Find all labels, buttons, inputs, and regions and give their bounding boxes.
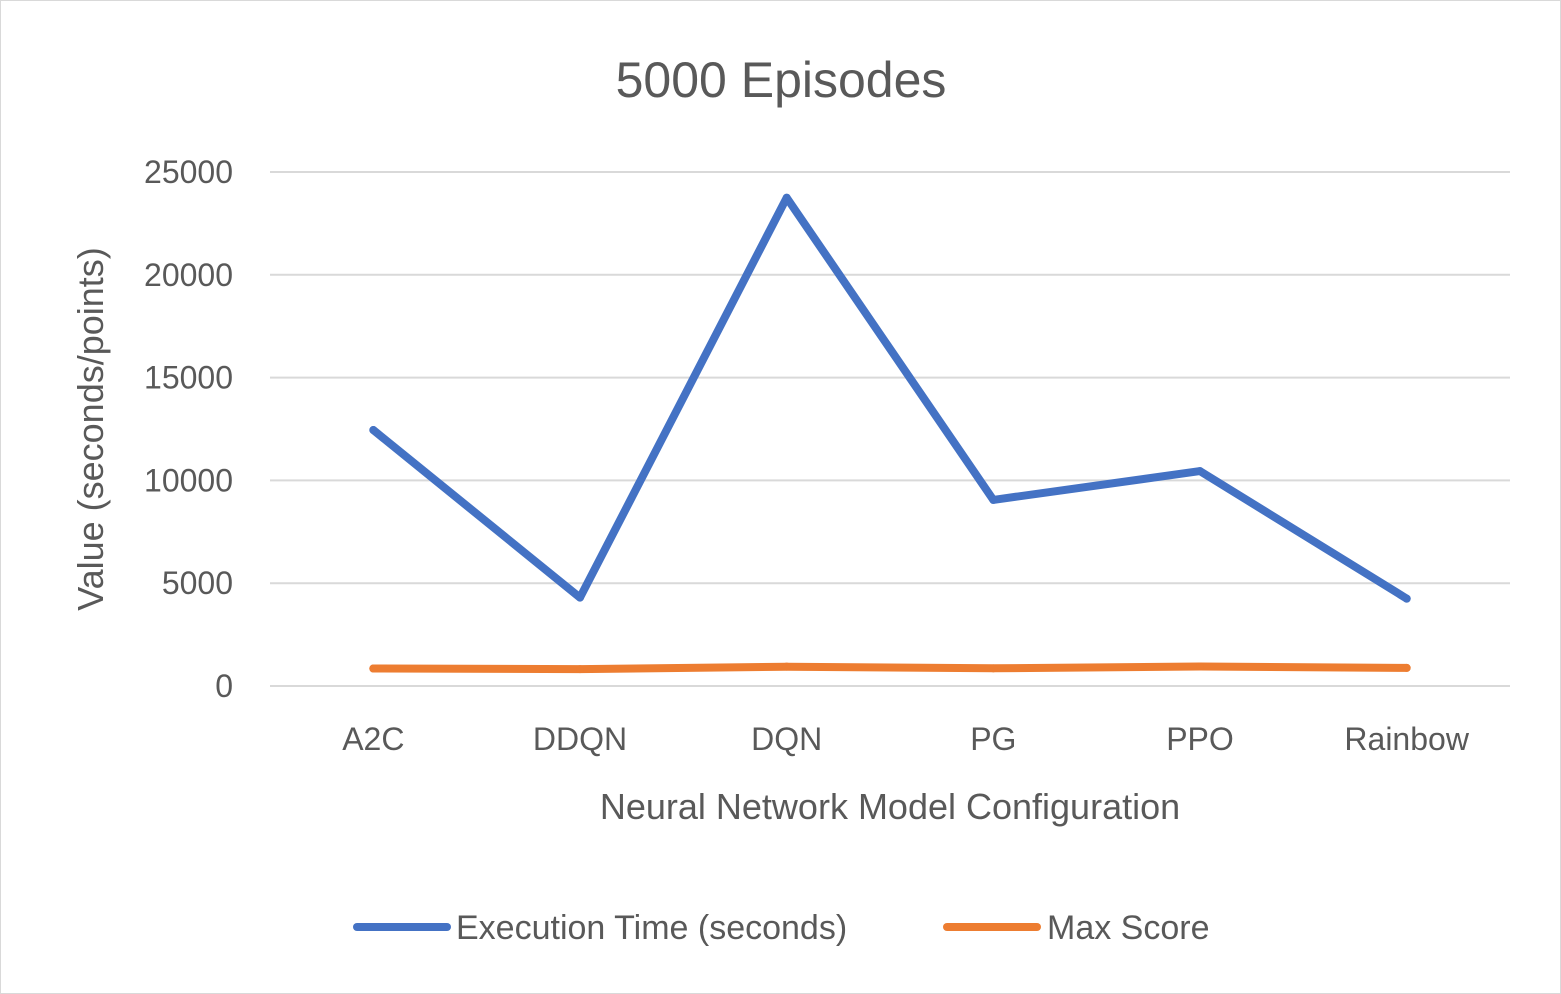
series-1 <box>369 193 1411 603</box>
series-line <box>369 662 1411 674</box>
y-tick-label: 5000 <box>162 565 233 601</box>
x-tick-label: DDQN <box>533 721 627 757</box>
data-point <box>1196 467 1204 476</box>
y-tick-label: 10000 <box>144 462 233 498</box>
x-tick-label: DQN <box>751 721 822 757</box>
data-point <box>1402 594 1411 603</box>
data-point <box>369 426 378 435</box>
data-point <box>1402 663 1411 672</box>
y-tick-label: 15000 <box>144 360 233 396</box>
y-axis-tick-labels: 0 5000 10000 15000 20000 25000 <box>144 154 233 704</box>
legend-item: Execution Time (seconds) <box>353 909 847 947</box>
legend: Execution Time (seconds) Max Score <box>353 909 1210 947</box>
chart-title: 5000 Episodes <box>616 52 947 108</box>
legend-label: Execution Time (seconds) <box>456 909 847 947</box>
legend-item: Max Score <box>943 909 1210 947</box>
data-point <box>369 664 378 673</box>
data-point <box>782 193 791 202</box>
data-point <box>989 664 998 673</box>
y-tick-label: 20000 <box>144 257 233 293</box>
data-point <box>576 665 584 674</box>
data-point <box>989 495 998 504</box>
data-point <box>1196 662 1204 671</box>
y-tick-label: 0 <box>215 668 233 704</box>
y-axis-title: Value (seconds/points) <box>70 247 111 611</box>
x-axis-tick-labels: A2C DDQN DQN PG PPO Rainbow <box>342 721 1470 757</box>
x-tick-label: Rainbow <box>1344 721 1469 757</box>
y-tick-label: 25000 <box>144 154 233 190</box>
data-point <box>782 662 791 671</box>
x-tick-label: A2C <box>342 721 404 757</box>
series-line <box>369 193 1411 603</box>
x-axis-title: Neural Network Model Configuration <box>600 786 1180 827</box>
gridlines <box>270 171 1510 687</box>
series-lines <box>369 193 1411 674</box>
data-point <box>576 593 584 602</box>
series-2 <box>369 662 1411 674</box>
x-tick-label: PG <box>970 721 1016 757</box>
legend-label: Max Score <box>1047 909 1210 947</box>
x-tick-label: PPO <box>1166 721 1234 757</box>
